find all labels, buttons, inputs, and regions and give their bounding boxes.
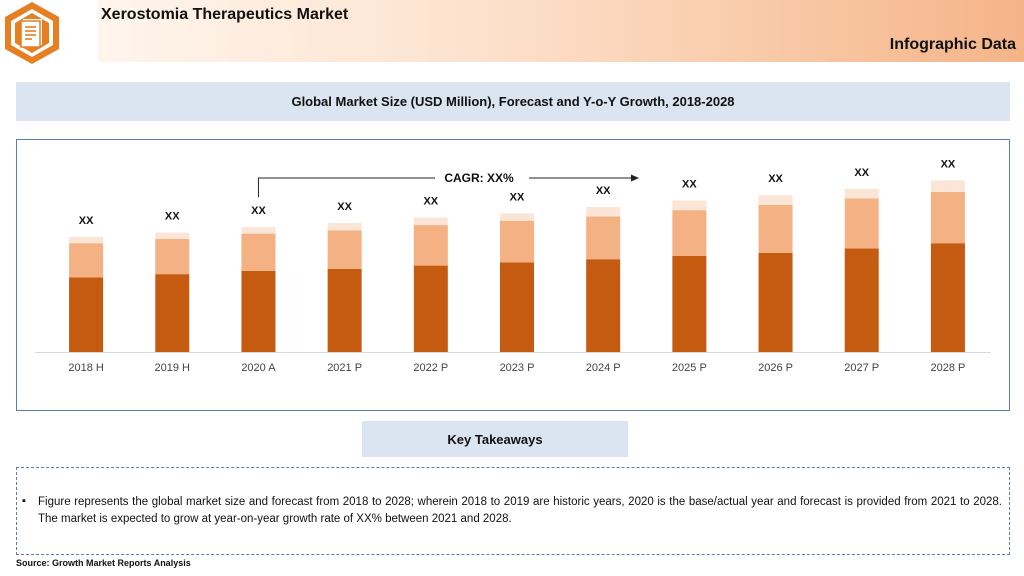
- source-note: Source: Growth Market Reports Analysis: [16, 558, 191, 568]
- x-tick-label-5: 2022 P: [413, 362, 448, 374]
- takeaway-text: Figure represents the global market size…: [38, 496, 1002, 525]
- bar-segment-1-3: [241, 270, 276, 352]
- document-icon: [5, 2, 59, 64]
- chart-frame: XX 2018 H XX 2019 H XX 2020 A XX 2021 P XX 2022 P…: [16, 139, 1010, 411]
- bar-segment-3-3: [241, 227, 276, 234]
- bar-segment-1-4: [327, 268, 362, 352]
- bar-segment-3-6: [500, 213, 534, 221]
- x-tick-label-2: 2019 H: [155, 362, 191, 374]
- bar-segment-3-7: [586, 206, 621, 217]
- bar-segment-2-1: [69, 243, 104, 278]
- logo: [2, 0, 62, 66]
- data-label-8: XX: [682, 179, 697, 191]
- bar-segment-1-6: [500, 262, 534, 352]
- bar-segment-3-5: [413, 217, 448, 226]
- data-label-7: XX: [596, 185, 611, 197]
- data-label-3: XX: [251, 205, 266, 217]
- bar-segment-3-2: [155, 232, 190, 239]
- bar-segment-1-5: [413, 265, 448, 352]
- key-takeaways-title: Key Takeaways: [362, 421, 628, 457]
- bar-segment-1-1: [69, 277, 104, 352]
- bar-segment-2-6: [500, 220, 534, 263]
- bar-segment-2-9: [758, 204, 793, 253]
- x-tick-label-9: 2026 P: [758, 362, 793, 374]
- x-tick-label-10: 2027 P: [844, 362, 879, 374]
- chart-title: Global Market Size (USD Million), Foreca…: [16, 82, 1010, 121]
- bar-segment-1-7: [586, 259, 621, 352]
- bar-segment-1-8: [672, 256, 707, 352]
- bar-segment-3-4: [327, 222, 362, 231]
- bar-segment-2-2: [155, 238, 190, 275]
- x-tick-label-11: 2028 P: [930, 362, 965, 374]
- data-label-5: XX: [423, 196, 438, 208]
- bar-segment-2-8: [672, 210, 707, 256]
- x-tick-label-6: 2023 P: [500, 362, 535, 374]
- cagr-annotation: CAGR: XX%: [444, 171, 514, 185]
- bar-chart: XX 2018 H XX 2019 H XX 2020 A XX 2021 P XX 2022 P…: [35, 158, 991, 374]
- bar-segment-2-7: [586, 216, 621, 260]
- data-label-11: XX: [941, 158, 956, 170]
- bar-segment-3-1: [69, 236, 104, 244]
- bar-segment-1-2: [155, 274, 190, 352]
- bar-segment-2-11: [930, 192, 965, 244]
- bar-segment-1-11: [930, 243, 965, 352]
- data-label-1: XX: [79, 215, 94, 227]
- x-tick-label-7: 2024 P: [586, 362, 621, 374]
- cagr-line-left: [257, 177, 435, 198]
- data-label-4: XX: [337, 201, 352, 213]
- bar-segment-2-3: [241, 233, 276, 271]
- bar-segment-3-10: [844, 188, 879, 199]
- bar-segment-2-5: [413, 225, 448, 266]
- data-label-10: XX: [854, 167, 869, 179]
- page-title: Xerostomia Therapeutics Market: [101, 6, 349, 23]
- page-subtitle: Infographic Data: [889, 36, 1016, 53]
- x-tick-label-8: 2025 P: [672, 362, 707, 374]
- header-band: [0, 0, 1024, 62]
- x-tick-label-4: 2021 P: [327, 362, 362, 374]
- bar-segment-3-11: [930, 180, 965, 192]
- bar-segment-3-8: [672, 200, 707, 211]
- bullet-icon: ▪: [22, 495, 26, 507]
- bar-segment-1-10: [844, 248, 879, 352]
- bar-segment-3-9: [758, 195, 793, 205]
- data-label-9: XX: [768, 173, 783, 185]
- bar-segment-2-10: [844, 198, 879, 249]
- bar-segment-2-4: [327, 230, 362, 269]
- bar-segment-1-9: [758, 252, 793, 352]
- data-label-6: XX: [510, 191, 525, 203]
- cagr-arrowhead: [631, 174, 639, 182]
- x-tick-label-3: 2020 A: [241, 362, 276, 374]
- takeaways-frame: [16, 467, 1010, 555]
- data-label-2: XX: [165, 211, 180, 223]
- x-tick-label-1: 2018 H: [68, 362, 104, 374]
